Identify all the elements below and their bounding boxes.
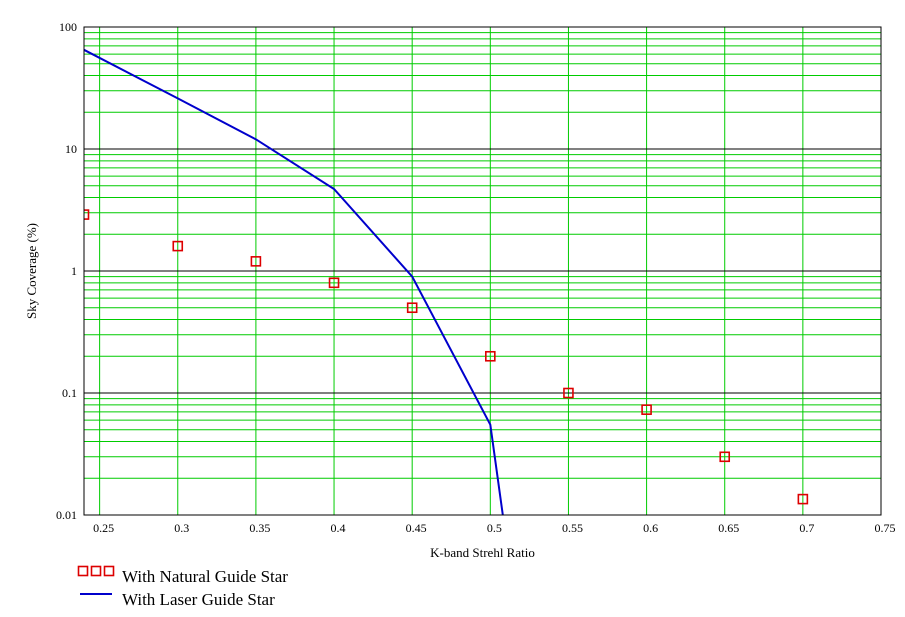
data-point-natural-guide-star	[641, 404, 652, 415]
data-point-natural-guide-star	[250, 256, 262, 267]
x-tick-label: 0.55	[562, 521, 583, 535]
plot-frame	[83, 26, 882, 516]
x-tick-label: 0.5	[487, 521, 502, 535]
series-line-laser-guide-star	[84, 48, 504, 515]
x-tick-label: 0.25	[93, 521, 114, 535]
legend-square-marker	[90, 565, 102, 577]
legend-marker-natural-guide-star	[77, 565, 115, 577]
data-point-natural-guide-star	[563, 387, 574, 399]
y-tick-label: 1	[71, 264, 77, 278]
y-tick-labels: 100 10 1 0.1 0.01	[56, 20, 77, 522]
x-axis-label: K-band Strehl Ratio	[430, 545, 535, 560]
y-tick-label: 0.01	[56, 508, 77, 522]
legend-label-laser-guide-star: With Laser Guide Star	[122, 590, 275, 609]
plot-area	[84, 48, 809, 515]
legend-square-marker	[103, 565, 115, 577]
x-tick-label: 0.65	[718, 521, 739, 535]
y-axis-label: Sky Coverage (%)	[24, 223, 39, 319]
x-tick-label: 0.7	[799, 521, 814, 535]
legend-label-natural-guide-star: With Natural Guide Star	[122, 567, 288, 586]
y-tick-label: 10	[65, 142, 77, 156]
data-point-natural-guide-star	[485, 350, 496, 362]
data-point-natural-guide-star	[406, 302, 418, 314]
x-tick-labels: 0.25 0.3 0.35 0.4 0.45 0.5 0.55 0.6 0.65 0.7 0.75	[93, 521, 895, 535]
x-tick-label: 0.75	[875, 521, 896, 535]
x-tick-label: 0.6	[643, 521, 658, 535]
x-tick-label: 0.4	[331, 521, 346, 535]
legend-square-marker	[77, 565, 89, 577]
data-point-natural-guide-star	[797, 493, 809, 505]
data-point-natural-guide-star	[172, 240, 184, 252]
data-point-natural-guide-star	[328, 277, 340, 289]
data-point-natural-guide-star	[84, 209, 90, 220]
series-layer	[84, 48, 809, 515]
x-tick-label: 0.45	[406, 521, 427, 535]
data-point-natural-guide-star	[719, 451, 731, 463]
grid	[84, 26, 882, 516]
x-tick-label: 0.3	[174, 521, 189, 535]
y-tick-label: 0.1	[62, 386, 77, 400]
x-tick-label: 0.35	[249, 521, 270, 535]
y-tick-label: 100	[59, 20, 77, 34]
legend: With Natural Guide Star With Laser Guide…	[77, 565, 288, 609]
